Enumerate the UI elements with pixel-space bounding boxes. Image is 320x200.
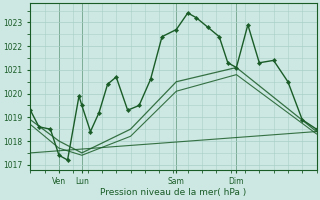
X-axis label: Pression niveau de la mer( hPa ): Pression niveau de la mer( hPa ) (100, 188, 247, 197)
